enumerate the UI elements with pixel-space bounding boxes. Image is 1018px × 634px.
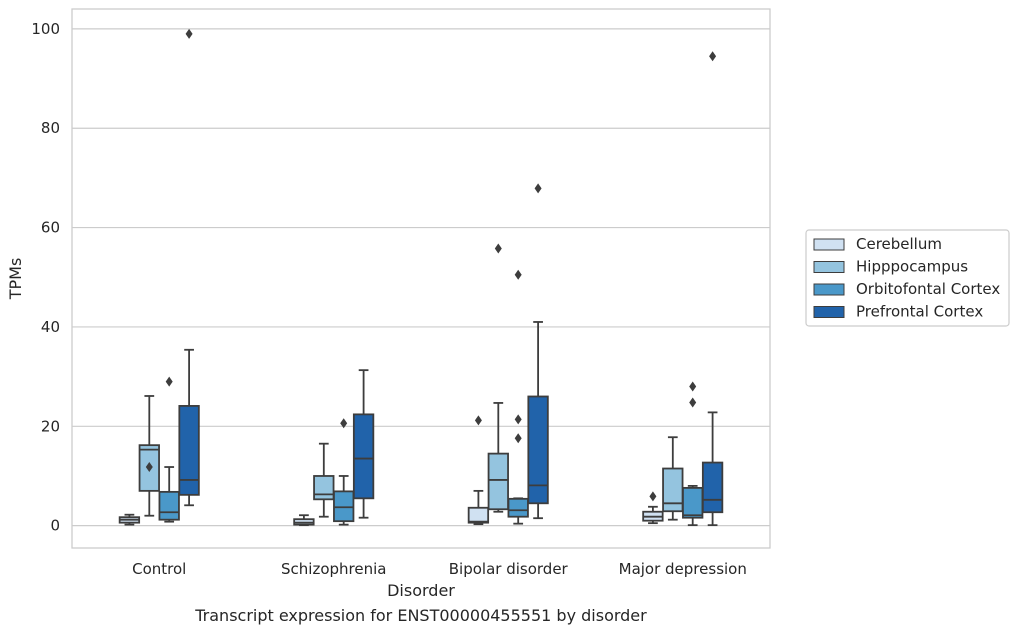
legend-swatch xyxy=(813,306,845,318)
y-tick-label: 100 xyxy=(31,20,60,38)
outlier-point xyxy=(514,433,522,444)
legend-swatch xyxy=(813,238,845,251)
box-hipppocampus xyxy=(313,475,335,501)
box-prefrontal-cortex xyxy=(701,461,724,514)
box-orbitofontal-cortex xyxy=(682,486,704,519)
y-tick-label: 60 xyxy=(41,219,60,237)
y-tick-label: 80 xyxy=(41,119,60,137)
outlier-point xyxy=(514,269,522,280)
outlier-point xyxy=(165,376,173,387)
x-tick-label: Bipolar disorder xyxy=(449,560,569,578)
outlier-point xyxy=(340,418,348,429)
outlier-point xyxy=(689,381,697,392)
legend-swatch xyxy=(813,261,845,273)
plot-frame xyxy=(71,8,771,549)
outlier-point xyxy=(709,51,717,62)
box-orbitofontal-cortex xyxy=(158,490,180,521)
outlier-point xyxy=(689,397,697,408)
legend-label: Orbitofontal Cortex xyxy=(856,280,1000,298)
outlier-point xyxy=(185,28,193,39)
box-prefrontal-cortex xyxy=(527,395,549,505)
legend-box xyxy=(805,229,1010,327)
legend-swatch xyxy=(813,283,845,296)
box-hipppocampus xyxy=(662,467,684,513)
box-prefrontal-cortex xyxy=(352,413,375,500)
x-tick-label: Major depression xyxy=(619,560,747,578)
y-tick-label: 40 xyxy=(41,318,60,336)
box-prefrontal-cortex xyxy=(178,405,200,496)
y-axis-label: TPMs xyxy=(6,258,25,301)
figure-caption: Transcript expression for ENST0000045555… xyxy=(195,606,647,625)
box-cerebellum xyxy=(467,506,490,524)
box-hipppocampus xyxy=(487,452,509,511)
x-tick-label: Control xyxy=(132,560,186,578)
legend-label: Prefrontal Cortex xyxy=(856,303,983,321)
legend-label: Hipppocampus xyxy=(856,258,968,276)
legend-label: Cerebellum xyxy=(856,235,942,253)
x-axis-label: Disorder xyxy=(387,581,455,600)
box-orbitofontal-cortex xyxy=(507,497,529,518)
outlier-point xyxy=(514,414,522,425)
outlier-point xyxy=(494,243,502,254)
y-tick-label: 0 xyxy=(50,517,60,535)
outlier-point xyxy=(474,415,482,426)
outlier-point xyxy=(145,462,153,473)
y-tick-label: 20 xyxy=(41,417,60,435)
x-tick-label: Schizophrenia xyxy=(281,560,386,578)
outlier-point xyxy=(649,491,657,502)
box-orbitofontal-cortex xyxy=(333,490,355,523)
outlier-point xyxy=(534,183,542,194)
